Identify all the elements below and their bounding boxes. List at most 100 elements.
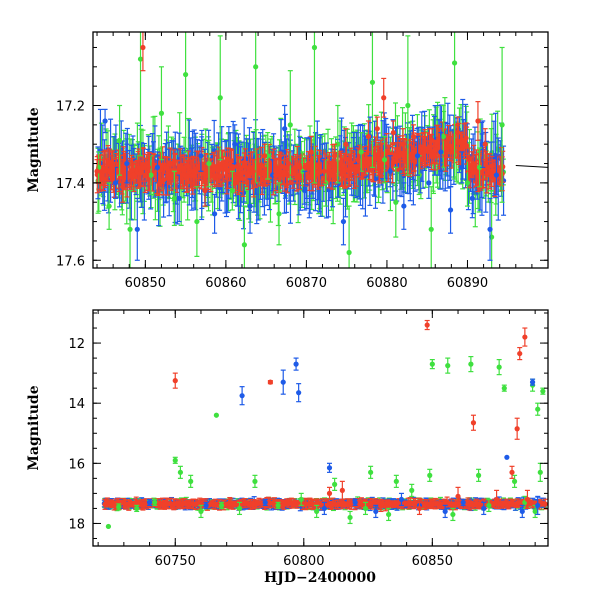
green-data-point <box>137 56 144 62</box>
y-tick-label: 17.2 <box>56 100 85 115</box>
green-data-point <box>253 64 259 70</box>
red-data-point <box>236 176 242 182</box>
blue-data-point <box>212 211 218 217</box>
red-dense-point <box>290 171 296 177</box>
y-tick-label: 17.4 <box>56 177 85 192</box>
red-data-point <box>273 172 279 178</box>
blue-data-point <box>176 195 182 201</box>
red-data-point <box>202 188 208 194</box>
green-data-point <box>476 164 483 171</box>
green-data-point <box>116 137 123 143</box>
top-panel-data <box>94 32 548 268</box>
red-dense-point <box>343 173 349 179</box>
red-data-point <box>420 145 426 151</box>
green-data-point <box>241 242 247 248</box>
red-data-point <box>355 157 361 163</box>
red-data-point <box>157 180 163 186</box>
blue-data-point <box>469 195 475 201</box>
green-data-point <box>194 218 200 225</box>
green-data-point <box>217 95 223 101</box>
red-data-point <box>297 164 303 171</box>
red-dense-point <box>240 176 246 182</box>
red-dense-point <box>306 175 312 181</box>
red-data-point <box>390 129 396 136</box>
blue-data-point <box>302 188 308 194</box>
blue-data-point <box>154 164 161 171</box>
blue-data-point <box>112 180 119 186</box>
red-data-point <box>308 149 314 155</box>
green-data-point <box>428 226 434 232</box>
green-data-point <box>127 226 133 232</box>
green-data-point <box>405 102 411 109</box>
red-dense-point <box>485 164 491 170</box>
blue-data-point <box>414 153 421 159</box>
bottom-panel-data <box>101 319 548 530</box>
blue-data-point <box>387 168 393 174</box>
top-y-axis-label: Magnitude <box>26 107 42 192</box>
top-panel-ticks: 60850 60860 60870 60880 60890 17.2 17.4 17.6 <box>56 32 549 291</box>
blue-data-point <box>282 126 288 132</box>
blue-data-point <box>340 218 347 225</box>
green-data-point <box>229 188 235 194</box>
red-data-point <box>321 168 327 174</box>
blue-data-point <box>487 226 493 232</box>
green-data-point <box>451 60 458 66</box>
top-panel: 60850 60860 60870 60880 60890 17.2 17.4 17.6 Ma… <box>26 31 549 291</box>
green-data-point <box>183 71 189 78</box>
green-data-point <box>464 180 471 186</box>
red-data-point <box>120 184 126 190</box>
green-data-point <box>206 160 212 167</box>
red-data-point <box>100 176 107 182</box>
red-data-point <box>179 172 185 178</box>
red-data-point <box>286 160 292 167</box>
red-data-point <box>365 133 372 140</box>
blue-data-point <box>247 203 253 209</box>
green-data-point <box>393 199 399 205</box>
top-panel-frame <box>92 31 549 269</box>
red-data-point <box>400 141 406 147</box>
red-data-point <box>331 153 338 159</box>
y-tick-label: 17.6 <box>56 254 85 269</box>
red-data-point <box>167 160 173 167</box>
red-dense-point <box>224 172 230 179</box>
blue-data-point <box>447 207 454 213</box>
blue-data-point <box>134 226 140 232</box>
blue-data-point <box>232 141 238 147</box>
red-dense-point <box>500 164 506 170</box>
red-dense-point <box>233 180 239 186</box>
red-data-point <box>343 141 349 147</box>
green-data-point <box>311 44 318 51</box>
blue-data-point <box>459 164 465 171</box>
blue-data-point <box>493 172 500 178</box>
green-data-point <box>148 172 154 178</box>
green-data-point <box>499 122 505 128</box>
green-data-point <box>106 203 112 209</box>
red-data-point <box>455 129 461 136</box>
model-line <box>515 164 548 168</box>
x-tick-label: 60890 <box>447 276 488 291</box>
green-data-point <box>171 195 177 201</box>
blue-data-point <box>102 118 108 124</box>
red-data-point <box>213 164 219 171</box>
blue-data-point <box>401 203 407 209</box>
x-tick-label: 60870 <box>286 276 327 291</box>
red-data-point <box>374 126 380 132</box>
red-data-point <box>140 44 146 51</box>
green-data-point <box>440 133 446 140</box>
x-tick-label: 60880 <box>366 276 407 291</box>
red-dense-point <box>489 163 495 169</box>
red-data-point <box>466 157 472 163</box>
green-data-point <box>335 141 341 147</box>
red-data-point <box>482 141 488 147</box>
red-data-point <box>109 164 115 171</box>
green-data-point <box>381 157 388 163</box>
blue-data-point <box>438 149 444 155</box>
red-data-point <box>475 118 481 124</box>
red-dense-point <box>464 142 470 149</box>
blue-data-point <box>124 160 130 167</box>
red-data-point <box>224 157 231 163</box>
green-data-point <box>346 249 352 256</box>
green-data-point <box>358 149 364 155</box>
green-data-point <box>158 110 165 116</box>
